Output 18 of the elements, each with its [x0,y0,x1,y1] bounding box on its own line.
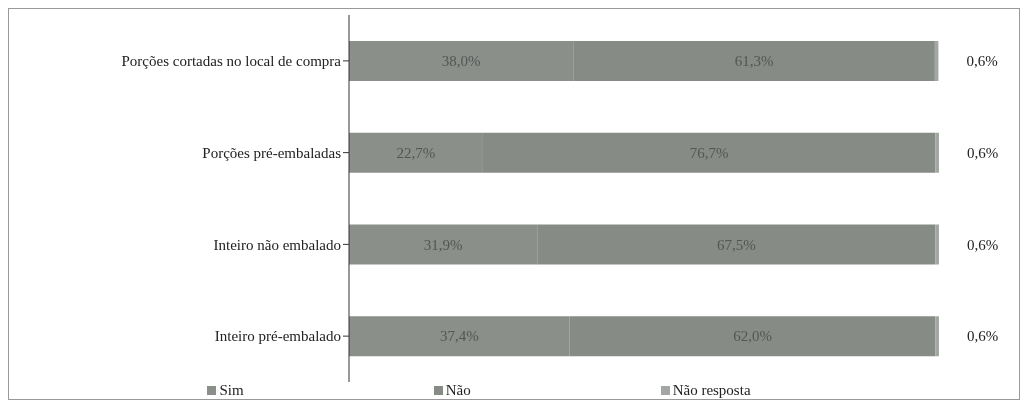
y-tick-label: Inteiro não embalado [213,236,341,253]
legend-label: Sim [218,382,244,399]
legend-label: Não resposta [671,382,751,399]
data-label: 0,6% [967,328,999,345]
y-tick-label: Porções pré-embaladas [202,144,342,161]
bar [935,224,939,265]
data-label: 0,6% [967,236,999,253]
y-tick-label: Porções cortadas no local de compra [121,53,342,70]
bar [935,316,939,357]
bar [935,132,939,173]
legend-label: Não [444,382,471,399]
data-label: 22,7% [396,144,436,161]
data-label: 0,6% [966,53,998,69]
data-label: 37,4% [439,328,479,345]
data-label: 38,0% [441,53,481,69]
y-tick-label: Inteiro pré-embalado [214,328,341,345]
data-label: 0,6% [967,144,999,161]
data-label: 31,9% [423,236,463,253]
